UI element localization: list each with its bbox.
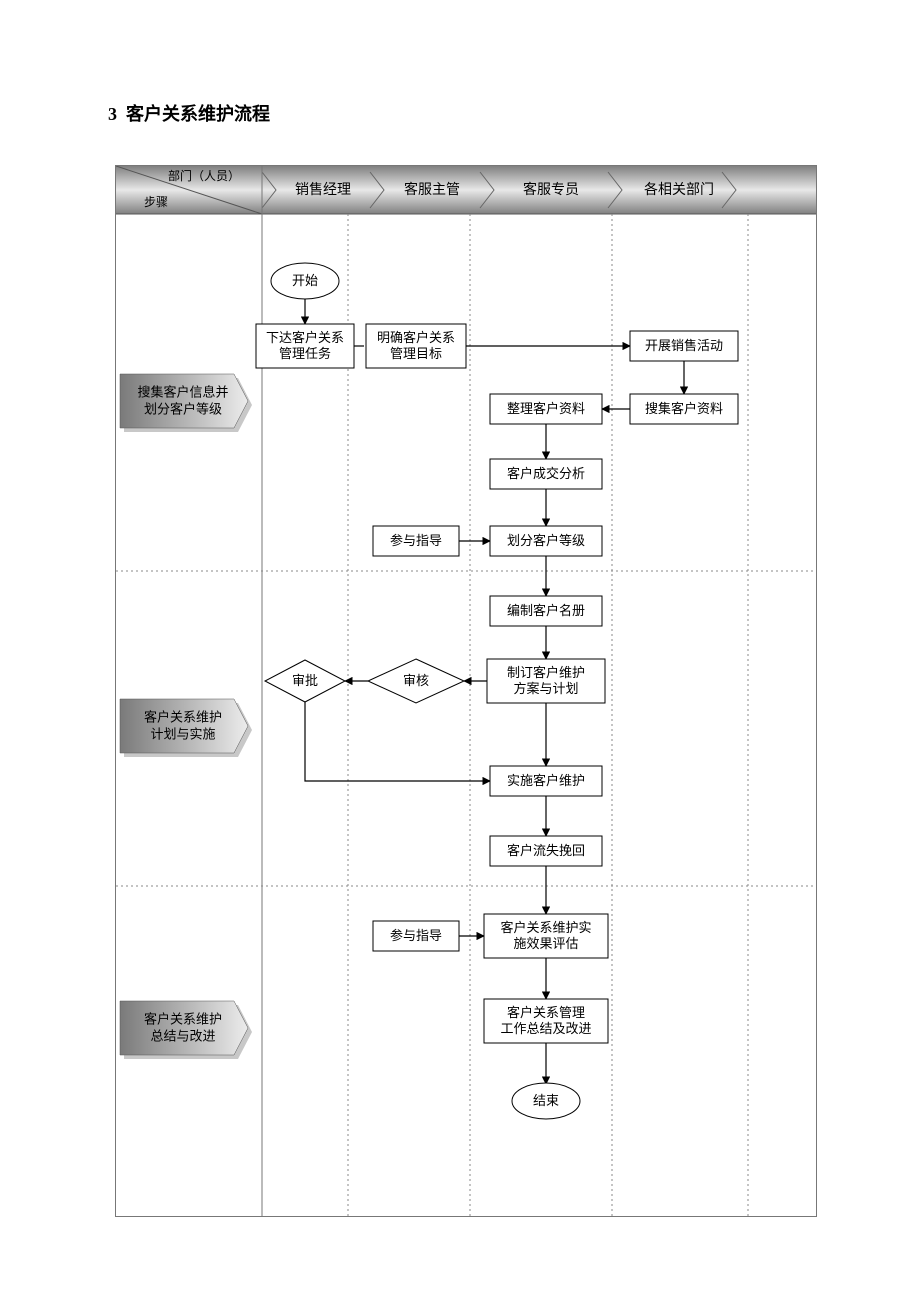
svg-text:计划与实施: 计划与实施	[150, 726, 215, 741]
svg-text:客服主管: 客服主管	[404, 181, 460, 198]
svg-text:客户关系维护: 客户关系维护	[144, 709, 222, 724]
svg-text:明确客户关系: 明确客户关系	[377, 330, 455, 345]
page-title: 3 客户关系维护流程	[108, 100, 270, 126]
title-number: 3	[108, 104, 117, 124]
svg-text:客户关系维护实: 客户关系维护实	[500, 920, 591, 935]
svg-text:各相关部门: 各相关部门	[644, 182, 714, 198]
svg-text:方案与计划: 方案与计划	[513, 681, 578, 696]
svg-text:搜集客户资料: 搜集客户资料	[645, 401, 723, 416]
svg-text:客户成交分析: 客户成交分析	[507, 466, 585, 481]
svg-text:客户流失挽回: 客户流失挽回	[507, 843, 585, 858]
svg-text:参与指导: 参与指导	[390, 928, 442, 943]
svg-text:客户关系维护: 客户关系维护	[144, 1011, 222, 1026]
svg-text:施效果评估: 施效果评估	[513, 936, 578, 951]
title-text: 客户关系维护流程	[126, 104, 270, 124]
svg-text:管理目标: 管理目标	[390, 346, 442, 361]
svg-text:销售经理: 销售经理	[295, 182, 351, 198]
flowchart-frame: 部门（人员）步骤销售经理客服主管客服专员各相关部门搜集客户信息并划分客户等级客户…	[115, 165, 817, 1217]
svg-text:划分客户等级: 划分客户等级	[507, 533, 585, 548]
svg-text:部门（人员）: 部门（人员）	[168, 168, 240, 183]
svg-text:参与指导: 参与指导	[390, 533, 442, 548]
svg-text:客户关系管理: 客户关系管理	[507, 1005, 585, 1020]
svg-text:工作总结及改进: 工作总结及改进	[500, 1021, 591, 1036]
svg-text:审批: 审批	[292, 673, 318, 688]
svg-text:搜集客户信息并: 搜集客户信息并	[137, 384, 228, 399]
flowchart-svg: 部门（人员）步骤销售经理客服主管客服专员各相关部门搜集客户信息并划分客户等级客户…	[116, 166, 816, 1216]
svg-text:客服专员: 客服专员	[523, 181, 579, 198]
svg-text:审核: 审核	[403, 673, 429, 688]
svg-text:划分客户等级: 划分客户等级	[144, 401, 222, 416]
svg-text:管理任务: 管理任务	[279, 346, 331, 361]
svg-text:实施客户维护: 实施客户维护	[507, 773, 585, 788]
svg-text:开始: 开始	[292, 273, 318, 288]
svg-text:整理客户资料: 整理客户资料	[507, 401, 585, 416]
svg-text:下达客户关系: 下达客户关系	[266, 330, 344, 345]
svg-text:步骤: 步骤	[144, 195, 168, 209]
svg-text:编制客户名册: 编制客户名册	[507, 603, 585, 618]
svg-text:总结与改进: 总结与改进	[150, 1028, 215, 1043]
svg-text:开展销售活动: 开展销售活动	[645, 338, 723, 353]
svg-text:制订客户维护: 制订客户维护	[507, 665, 585, 680]
svg-text:结束: 结束	[533, 1093, 559, 1108]
